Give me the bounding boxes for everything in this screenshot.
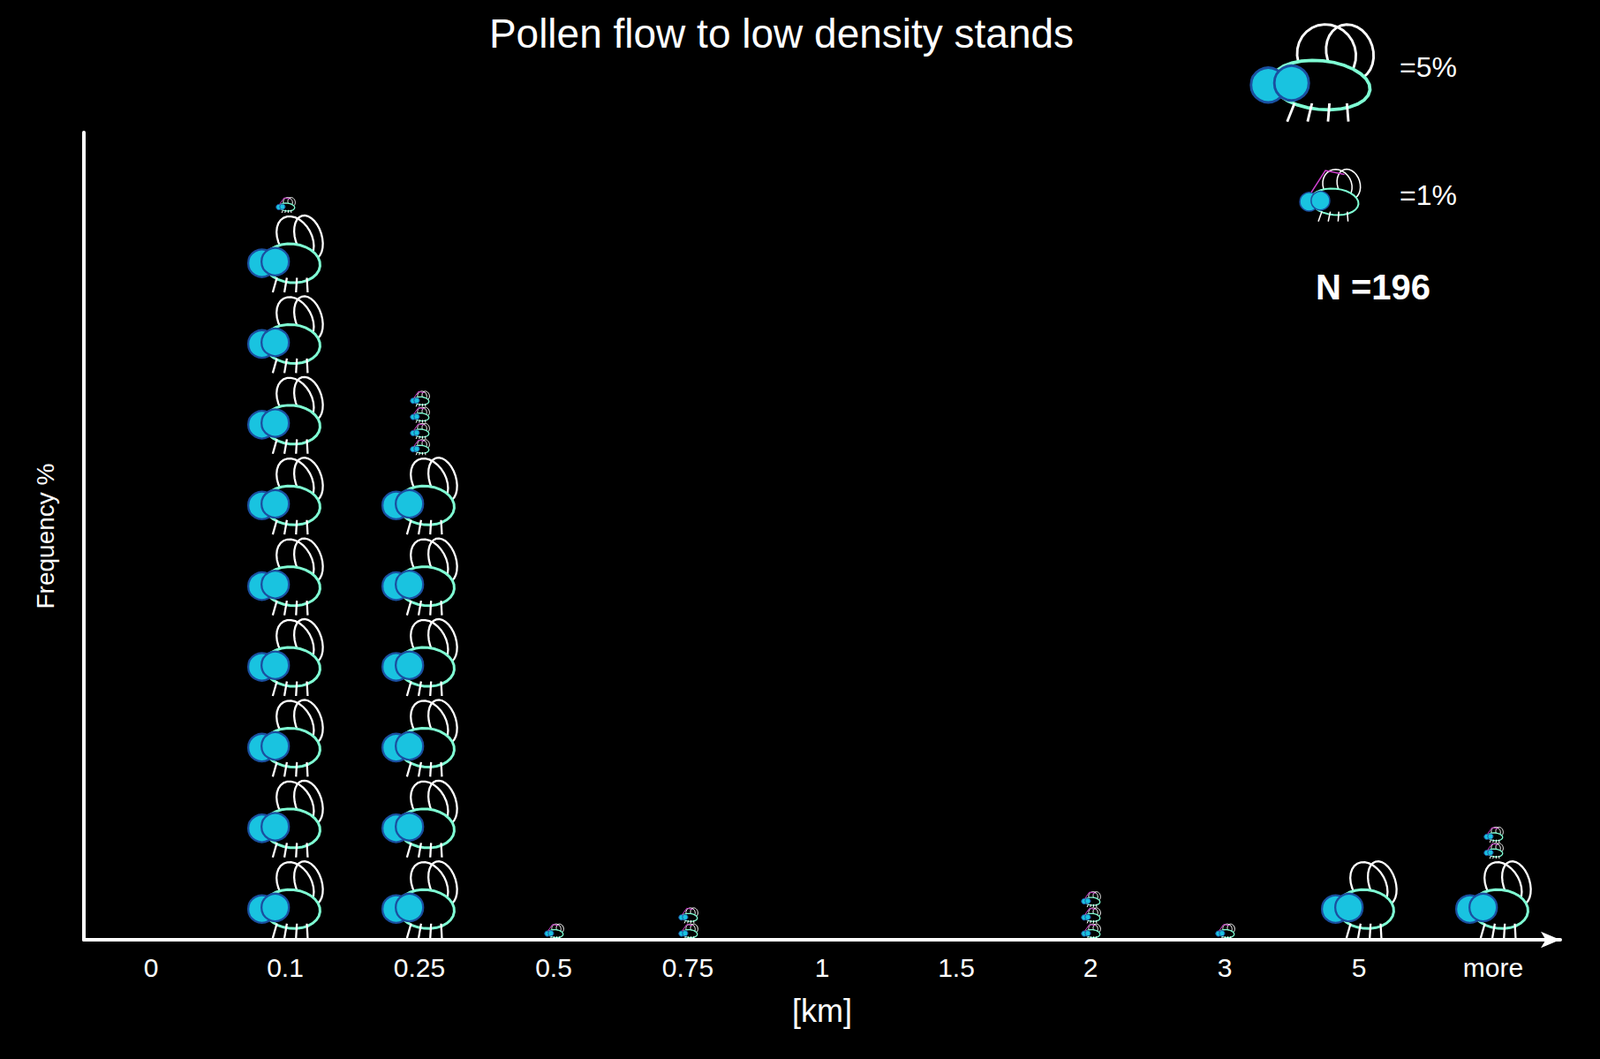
svg-text:Frequency %: Frequency % xyxy=(31,463,60,610)
svg-text:5: 5 xyxy=(1351,952,1367,982)
svg-text:[km]: [km] xyxy=(792,992,853,1029)
svg-text:0.75: 0.75 xyxy=(662,952,714,982)
svg-text:1: 1 xyxy=(815,952,831,982)
svg-text:0: 0 xyxy=(143,952,159,982)
svg-text:more: more xyxy=(1463,952,1524,982)
svg-text:N =196: N =196 xyxy=(1315,267,1431,307)
svg-text:Pollen flow to low density sta: Pollen flow to low density stands xyxy=(489,10,1074,57)
svg-text:0.1: 0.1 xyxy=(266,952,304,982)
svg-text:2: 2 xyxy=(1083,952,1099,982)
svg-text:0.25: 0.25 xyxy=(393,952,446,982)
svg-text:3: 3 xyxy=(1217,952,1233,982)
svg-text:0.5: 0.5 xyxy=(535,952,573,982)
svg-text:=1%: =1% xyxy=(1399,179,1457,212)
svg-text:1.5: 1.5 xyxy=(937,952,975,982)
svg-text:=5%: =5% xyxy=(1399,51,1457,84)
